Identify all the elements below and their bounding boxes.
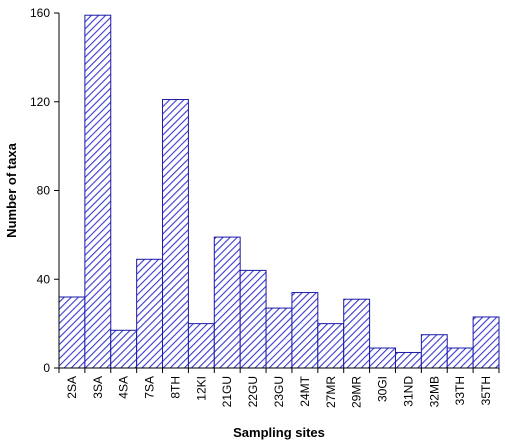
y-axis-title: Number of taxa: [4, 142, 19, 237]
bar-23gu: [265, 307, 293, 369]
x-tick-label: 35TH: [479, 376, 493, 405]
x-tick-label: 2SA: [65, 376, 79, 399]
x-tick-label: 12KI: [194, 376, 208, 401]
bar-31nd: [394, 351, 422, 369]
x-tick-label: 24MT: [298, 375, 312, 406]
y-tick-label: 0: [43, 361, 50, 375]
bar-24mt: [291, 292, 319, 369]
bars-layer: [58, 14, 500, 369]
x-tick-label: 31ND: [401, 376, 415, 407]
x-tick-label: 3SA: [91, 376, 105, 399]
bar-12ki: [187, 323, 215, 369]
bar-32mb: [420, 334, 448, 369]
bar-33th: [446, 347, 474, 369]
bar-35th: [472, 316, 500, 369]
bar-22gu: [239, 269, 267, 369]
x-tick-label: 4SA: [117, 376, 131, 399]
bar-7sa: [136, 258, 164, 369]
bar-2sa: [58, 296, 86, 369]
x-tick-label: 7SA: [143, 376, 157, 399]
y-axis-ticks: 0 40 80 120 160: [30, 6, 59, 375]
x-tick-label: 8TH: [168, 376, 182, 399]
x-tick-label: 33TH: [453, 376, 467, 405]
bar-30gi: [369, 347, 396, 369]
y-tick-label: 160: [30, 6, 50, 20]
bar-29mr: [343, 298, 371, 369]
x-axis-ticks: 2SA 3SA 4SA 7SA 8TH 12KI 21GU 22GU 23GU 24MT 27MR 2…: [58, 368, 500, 408]
x-tick-label: 30GI: [376, 376, 390, 402]
x-tick-label: 23GU: [272, 376, 286, 407]
x-tick-label: 27MR: [324, 376, 338, 408]
bar-8th: [162, 99, 189, 369]
y-tick-label: 80: [37, 184, 51, 198]
bar-27mr: [317, 323, 345, 369]
x-tick-label: 21GU: [220, 376, 234, 407]
bar-21gu: [213, 236, 241, 369]
y-tick-label: 40: [37, 272, 51, 286]
x-axis-title: Sampling sites: [233, 425, 325, 440]
x-tick-label: 29MR: [350, 376, 364, 408]
bar-4sa: [110, 329, 138, 369]
x-tick-label: 32MB: [427, 376, 441, 407]
x-tick-label: 22GU: [246, 376, 260, 407]
bar-3sa: [84, 14, 112, 369]
y-tick-label: 120: [30, 95, 50, 109]
